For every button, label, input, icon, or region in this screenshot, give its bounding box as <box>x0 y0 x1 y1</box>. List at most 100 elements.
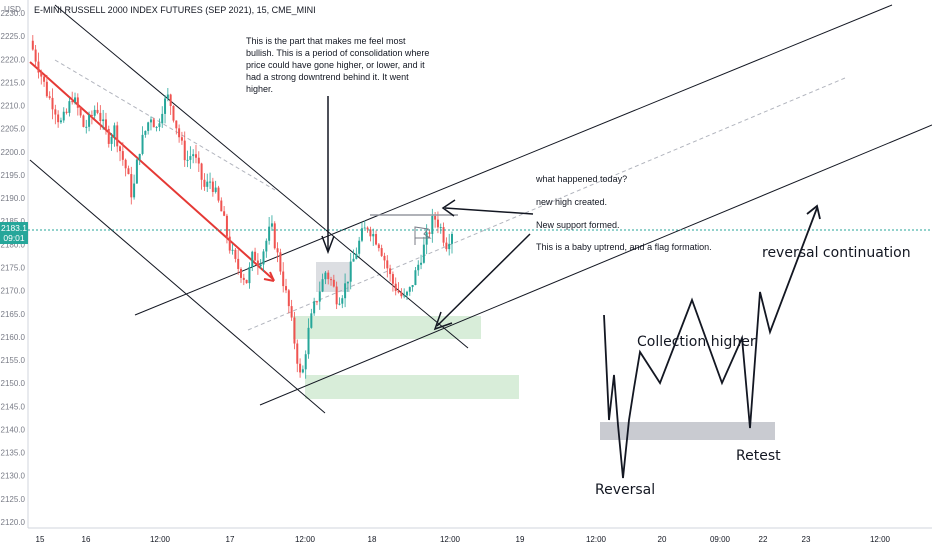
candle-body <box>411 284 414 288</box>
candle-body <box>209 181 212 183</box>
x-tick-label: 12:00 <box>586 535 607 544</box>
candle-body <box>135 159 138 184</box>
bullish-note-line: bullish. This is a period of consolidati… <box>246 48 429 58</box>
candle-body <box>34 49 37 62</box>
candle-body <box>65 111 68 113</box>
candle-body <box>164 98 167 114</box>
candle-body <box>422 244 425 263</box>
y-tick-label: 2220.0 <box>1 55 26 64</box>
x-tick-label: 22 <box>759 535 768 544</box>
candle-body <box>217 187 220 201</box>
candle-body <box>102 119 105 122</box>
candle-body <box>40 72 43 77</box>
x-tick-label: 09:00 <box>710 535 731 544</box>
candle-body <box>110 136 113 144</box>
y-tick-label: 2215.0 <box>1 78 26 87</box>
candle-body <box>268 226 271 241</box>
reversal-continuation-label: reversal continuation <box>762 245 911 261</box>
candle-body <box>133 183 136 198</box>
candle-body <box>43 76 46 82</box>
candle-body <box>99 112 102 122</box>
candle-body <box>386 260 389 269</box>
uptrend-lower-line <box>259 124 932 406</box>
today-note-question: what happened today? <box>535 174 627 184</box>
symbol-title: E-MINI RUSSELL 2000 INDEX FUTURES (SEP 2… <box>34 5 316 15</box>
today-note-new-high: new high created. <box>536 197 607 207</box>
x-tick-label: 12:00 <box>295 535 316 544</box>
retest-zone <box>600 422 775 440</box>
svg-text:2183.1: 2183.1 <box>1 223 27 233</box>
candle-body <box>417 264 420 271</box>
x-tick-label: 12:00 <box>150 535 171 544</box>
candle-body <box>436 219 439 228</box>
new-high-arrow <box>441 199 534 217</box>
candle-body <box>231 249 234 251</box>
candle-body <box>355 253 358 259</box>
candle-body <box>341 298 344 304</box>
candle-body <box>197 157 200 164</box>
candle-body <box>403 295 406 297</box>
candle-body <box>116 125 119 147</box>
uptrend-midline <box>247 77 846 331</box>
candle-body <box>262 251 265 265</box>
candle-body <box>380 248 383 256</box>
candle-body <box>363 227 366 229</box>
candle-body <box>121 151 124 160</box>
y-tick-label: 2205.0 <box>1 125 26 134</box>
candle-body <box>285 286 288 291</box>
candle-body <box>51 97 54 110</box>
candle-body <box>169 94 172 106</box>
candle-body <box>451 233 453 244</box>
y-tick-label: 2180.0 <box>1 240 26 249</box>
red-arrow-head <box>263 271 275 282</box>
candle-body <box>335 286 338 305</box>
y-tick-label: 2150.0 <box>1 379 26 388</box>
candle-body <box>85 126 88 128</box>
candle-body <box>88 114 91 127</box>
candle-body <box>192 154 195 157</box>
y-tick-label: 2170.0 <box>1 287 26 296</box>
y-tick-label: 2130.0 <box>1 472 26 481</box>
candle-body <box>152 119 155 128</box>
flag-icon <box>414 226 432 245</box>
x-tick-label: 19 <box>516 535 525 544</box>
candle-body <box>408 287 411 292</box>
candle-body <box>273 223 276 249</box>
y-tick-label: 2200.0 <box>1 148 26 157</box>
y-tick-label: 2210.0 <box>1 102 26 111</box>
bullish-arrow <box>321 96 335 255</box>
candle-body <box>240 268 242 278</box>
candle-body <box>448 243 451 250</box>
y-tick-label: 2230.0 <box>1 9 26 18</box>
pattern-sketch-arrowhead <box>806 204 821 220</box>
candle-body <box>54 109 57 115</box>
candle-body <box>245 279 248 284</box>
candle-body <box>96 109 99 113</box>
x-tick-label: 20 <box>658 535 667 544</box>
candle-body <box>321 279 324 292</box>
candle-body <box>405 291 408 296</box>
candle-body <box>389 268 392 275</box>
candle-body <box>225 215 228 237</box>
today-note-flag: This is a baby uptrend, and a flag forma… <box>536 242 712 252</box>
candle-body <box>358 240 361 254</box>
pattern-sketch-line <box>603 207 818 479</box>
candle-body <box>107 128 110 144</box>
downtrend-upper-line <box>54 4 469 349</box>
candle-body <box>127 168 130 175</box>
candle-body <box>254 251 257 261</box>
candle-body <box>45 81 48 97</box>
candle-body <box>346 281 349 284</box>
candle-body <box>200 163 203 180</box>
candle-body <box>324 272 327 280</box>
candle-body <box>318 291 321 302</box>
candle-body <box>166 94 169 99</box>
candle-body <box>315 301 318 303</box>
reversal-label: Reversal <box>595 482 655 498</box>
bullish-note-line: price could have gone higher, or lower, … <box>246 60 425 70</box>
candle-body <box>425 232 428 245</box>
support-arrow <box>433 233 531 331</box>
candle-body <box>287 290 290 307</box>
candle-body <box>155 126 158 128</box>
